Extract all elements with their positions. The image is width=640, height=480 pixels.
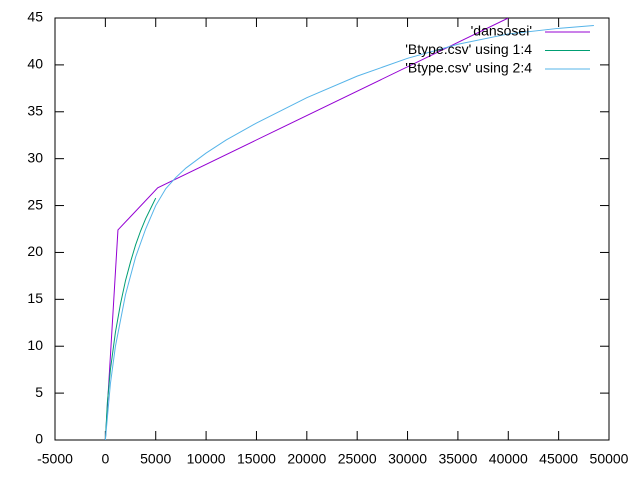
plot-area bbox=[104, 18, 594, 440]
x-tick-label: 0 bbox=[101, 451, 109, 467]
legend-label: 'dansosei' bbox=[471, 23, 532, 39]
y-tick-label: 40 bbox=[27, 56, 43, 72]
y-tick-label: 25 bbox=[27, 196, 43, 212]
x-tick-label: 50000 bbox=[590, 451, 629, 467]
y-tick-label: 45 bbox=[27, 9, 43, 25]
series-line bbox=[104, 25, 594, 440]
x-tick-label: 30000 bbox=[388, 451, 427, 467]
y-tick-label: 15 bbox=[27, 290, 43, 306]
y-tick-label: 5 bbox=[35, 384, 43, 400]
legend-label: 'Btype.csv' using 1:4 bbox=[405, 41, 532, 57]
x-tick-label: 15000 bbox=[237, 451, 276, 467]
series-line bbox=[104, 18, 509, 440]
x-tick-label: 35000 bbox=[438, 451, 477, 467]
x-tick-label: 10000 bbox=[187, 451, 226, 467]
x-tick-label: 25000 bbox=[338, 451, 377, 467]
y-tick-label: 20 bbox=[27, 243, 43, 259]
y-tick-label: 10 bbox=[27, 337, 43, 353]
x-tick-label: -5000 bbox=[37, 451, 73, 467]
x-tick-label: 5000 bbox=[140, 451, 171, 467]
x-tick-label: 40000 bbox=[489, 451, 528, 467]
y-tick-label: 30 bbox=[27, 149, 43, 165]
plot-border bbox=[54, 17, 610, 441]
y-tick-label: 0 bbox=[35, 431, 43, 447]
x-tick-label: 45000 bbox=[539, 451, 578, 467]
series-line bbox=[104, 197, 157, 440]
y-tick-label: 35 bbox=[27, 102, 43, 118]
legend-label: 'Btype.csv' using 2:4 bbox=[405, 60, 532, 76]
x-tick-label: 20000 bbox=[287, 451, 326, 467]
